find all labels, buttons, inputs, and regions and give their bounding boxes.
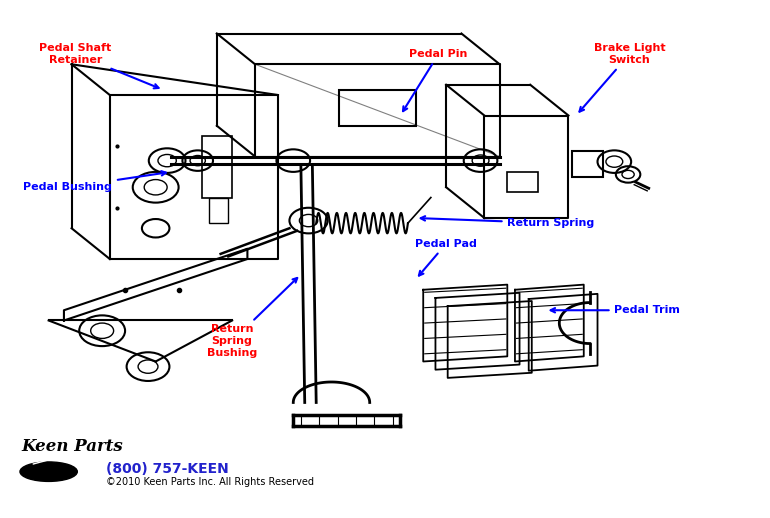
- Text: Pedal Trim: Pedal Trim: [551, 305, 680, 315]
- Text: Pedal Shaft
Retainer: Pedal Shaft Retainer: [39, 43, 159, 89]
- Text: Pedal Pad: Pedal Pad: [415, 239, 477, 276]
- Text: Return
Spring
Bushing: Return Spring Bushing: [207, 278, 297, 357]
- Bar: [507, 172, 538, 192]
- Text: Return Spring: Return Spring: [420, 216, 594, 228]
- Text: Pedal Pin: Pedal Pin: [403, 49, 467, 111]
- Ellipse shape: [20, 462, 77, 481]
- Text: Brake Light
Switch: Brake Light Switch: [580, 43, 665, 112]
- Text: Pedal Bushing: Pedal Bushing: [23, 171, 166, 192]
- Bar: [209, 197, 228, 223]
- Text: Keen Parts: Keen Parts: [22, 438, 124, 454]
- Bar: [339, 90, 416, 126]
- Text: (800) 757-KEEN: (800) 757-KEEN: [106, 462, 229, 476]
- Bar: [202, 136, 232, 197]
- Bar: [572, 151, 603, 177]
- Text: ©2010 Keen Parts Inc. All Rights Reserved: ©2010 Keen Parts Inc. All Rights Reserve…: [106, 477, 314, 487]
